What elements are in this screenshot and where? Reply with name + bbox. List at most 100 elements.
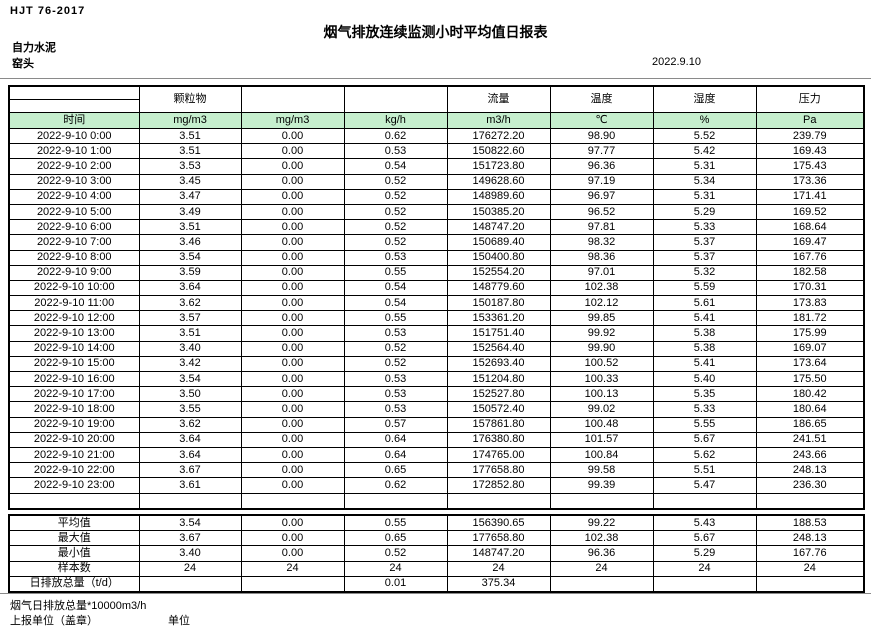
value-cell: 5.41 xyxy=(652,310,757,327)
value-cell: 148747.20 xyxy=(446,219,551,236)
value-cell: 3.62 xyxy=(138,416,242,433)
value-cell: 97.77 xyxy=(549,143,654,160)
value-cell: 148747.20 xyxy=(446,545,551,562)
value-cell: 157861.80 xyxy=(446,416,551,433)
row-label-cell: 2022-9-10 15:00 xyxy=(8,355,140,373)
value-cell: 0.52 xyxy=(343,173,448,190)
value-cell: 0.53 xyxy=(343,370,448,388)
value-cell: 148989.60 xyxy=(446,188,551,205)
row-label-cell: 2022-9-10 21:00 xyxy=(8,446,140,464)
unit-cell: ℃ xyxy=(549,112,654,129)
value-cell: 5.31 xyxy=(652,188,757,205)
value-cell: 169.07 xyxy=(755,340,865,357)
value-cell: 0.52 xyxy=(343,188,448,205)
value-cell: 99.39 xyxy=(549,477,654,494)
group-header-row: 颗粒物 流量 温度 湿度 压力 xyxy=(8,85,865,113)
value-cell: 188.53 xyxy=(755,514,865,532)
value-cell: 5.29 xyxy=(652,545,757,562)
unit-label: 单位 xyxy=(168,615,190,627)
value-cell: 5.31 xyxy=(652,158,757,175)
table-row: 2022-9-10 18:00 3.55 0.00 0.53 150572.40 99.0… xyxy=(8,401,865,418)
value-cell: 0.00 xyxy=(240,370,345,388)
value-cell: 3.54 xyxy=(138,249,242,266)
value-cell: 153361.20 xyxy=(446,310,551,327)
value-cell: 148779.60 xyxy=(446,279,551,297)
value-cell: 0.53 xyxy=(343,386,448,403)
table-row: 样本数 24 24 24 24 24 24 24 xyxy=(8,560,865,577)
value-cell: 173.83 xyxy=(755,295,865,312)
value-cell: 0.52 xyxy=(343,355,448,373)
value-cell: 3.45 xyxy=(138,173,242,190)
value-cell: 0.52 xyxy=(343,203,448,221)
value-cell: 150572.40 xyxy=(446,401,551,418)
value-cell: 0.00 xyxy=(240,173,345,190)
value-cell xyxy=(240,492,345,510)
reporting-unit-label: 上报单位（盖章） xyxy=(10,615,98,627)
value-cell: 0.00 xyxy=(240,340,345,357)
value-cell: 0.00 xyxy=(240,355,345,373)
value-cell: 149628.60 xyxy=(446,173,551,190)
value-cell: 0.00 xyxy=(240,279,345,297)
value-cell: 239.79 xyxy=(755,127,865,145)
row-label-cell: 2022-9-10 19:00 xyxy=(8,416,140,433)
value-cell: 150689.40 xyxy=(446,234,551,251)
table-row: 2022-9-10 23:00 3.61 0.00 0.62 172852.80 99.3… xyxy=(8,477,865,494)
value-cell: 0.00 xyxy=(240,477,345,494)
value-cell: 97.01 xyxy=(549,264,654,281)
table-row: 2022-9-10 3:00 3.45 0.00 0.52 149628.60 97.19… xyxy=(8,173,865,190)
value-cell: 3.53 xyxy=(138,158,242,175)
table-row: 2022-9-10 19:00 3.62 0.00 0.57 157861.80 100.… xyxy=(8,416,865,433)
value-cell: 3.54 xyxy=(138,370,242,388)
table-row: 2022-9-10 17:00 3.50 0.00 0.53 152527.80 100.… xyxy=(8,386,865,403)
value-cell: 5.32 xyxy=(652,264,757,281)
row-label-cell: 2022-9-10 23:00 xyxy=(8,477,140,494)
top-rule-line xyxy=(0,78,871,79)
value-cell: 150187.80 xyxy=(446,295,551,312)
value-cell: 0.52 xyxy=(343,340,448,357)
value-cell: 5.38 xyxy=(652,325,757,342)
unit-cell: Pa xyxy=(755,112,865,129)
value-cell: 180.42 xyxy=(755,386,865,403)
row-label-cell: 2022-9-10 13:00 xyxy=(8,325,140,342)
standard-code: HJT 76-2017 xyxy=(10,5,86,17)
col-header-temperature: 温度 xyxy=(549,85,654,113)
row-label-cell: 平均值 xyxy=(8,514,140,532)
table-row: 2022-9-10 20:00 3.64 0.00 0.64 176380.80 101.… xyxy=(8,431,865,448)
header-rows: 颗粒物 流量 温度 湿度 压力 时间 mg/m3 mg/m3 kg/h m3/h… xyxy=(8,85,865,129)
value-cell: 3.55 xyxy=(138,401,242,418)
value-cell: 173.64 xyxy=(755,355,865,373)
table-row: 2022-9-10 16:00 3.54 0.00 0.53 151204.80 100.… xyxy=(8,370,865,388)
value-cell: 5.59 xyxy=(652,279,757,297)
unit-cell: mg/m3 xyxy=(240,112,345,129)
value-cell: 5.51 xyxy=(652,462,757,479)
row-label-cell: 日排放总量（t/d） xyxy=(8,575,140,593)
row-label-cell: 2022-9-10 2:00 xyxy=(8,158,140,175)
table-row: 2022-9-10 15:00 3.42 0.00 0.52 152693.40 100.… xyxy=(8,355,865,373)
row-label-cell: 样本数 xyxy=(8,560,140,577)
value-cell: 0.55 xyxy=(343,264,448,281)
table-row: 日排放总量（t/d） 0.01 375.34 xyxy=(8,575,865,593)
unit-cell: mg/m3 xyxy=(138,112,242,129)
value-cell: 151723.80 xyxy=(446,158,551,175)
value-cell: 175.99 xyxy=(755,325,865,342)
value-cell: 170.31 xyxy=(755,279,865,297)
value-cell: 3.40 xyxy=(138,340,242,357)
table-row: 最大值 3.67 0.00 0.65 177658.80 102.38 5.67 248.13 xyxy=(8,530,865,547)
value-cell xyxy=(755,492,865,510)
value-cell: 169.43 xyxy=(755,143,865,160)
value-cell: 5.37 xyxy=(652,249,757,266)
row-label-cell: 2022-9-10 18:00 xyxy=(8,401,140,418)
value-cell: 0.54 xyxy=(343,295,448,312)
table-row: 2022-9-10 11:00 3.62 0.00 0.54 150187.80 102.… xyxy=(8,295,865,312)
col-header-humidity: 湿度 xyxy=(652,85,757,113)
value-cell: 99.02 xyxy=(549,401,654,418)
time-column-header: 时间 xyxy=(8,112,140,129)
value-cell xyxy=(138,492,242,510)
value-cell: 0.00 xyxy=(240,295,345,312)
page-title: 烟气排放连续监测小时平均值日报表 xyxy=(323,24,548,40)
value-cell: 24 xyxy=(343,560,448,577)
value-cell: 0.52 xyxy=(343,545,448,562)
table-row: 2022-9-10 13:00 3.51 0.00 0.53 151751.40 99.9… xyxy=(8,325,865,342)
value-cell: 0.57 xyxy=(343,416,448,433)
value-cell: 102.38 xyxy=(549,279,654,297)
